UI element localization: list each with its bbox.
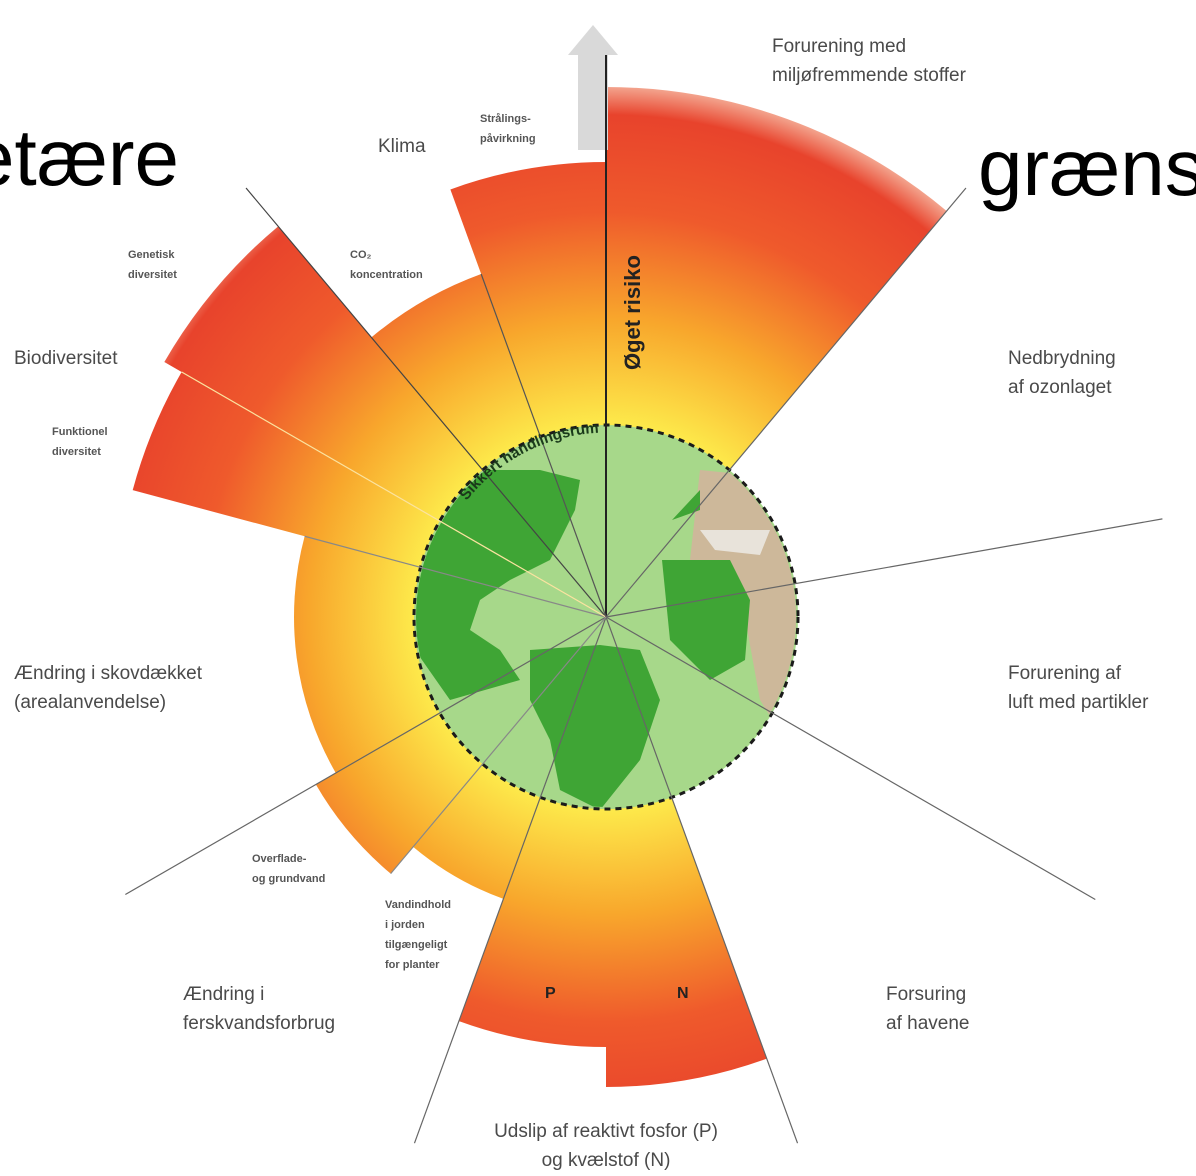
sub-label: påvirkning: [480, 133, 536, 145]
spoke: [304, 535, 607, 618]
sub-label: diversitet: [52, 446, 101, 458]
sub-label: Funktionel: [52, 426, 108, 438]
sub-label: CO₂: [350, 249, 372, 261]
boundary-label: Klima: [378, 136, 426, 157]
spoke: [181, 371, 607, 618]
boundary-label: og kvælstof (N): [542, 1150, 671, 1171]
sub-label: Overflade-: [252, 853, 307, 865]
boundary-label: Ændring i skovdækket: [14, 663, 203, 684]
sub-label: for planter: [385, 959, 440, 971]
boundary-label: luft med partikler: [1008, 692, 1149, 713]
boundary-label: Forurening af: [1008, 663, 1122, 684]
title-left-fragment: etære: [0, 113, 179, 202]
spokes: [125, 55, 1163, 1144]
boundary-label: Forsuring: [886, 984, 966, 1005]
labels: Forurening med miljøfremmende stoffer Nedb…: [14, 36, 1149, 1171]
boundary-label: miljøfremmende stoffer: [772, 65, 967, 86]
boundary-label: ferskvandsforbrug: [183, 1013, 335, 1034]
spoke: [480, 273, 607, 618]
sub-label: N: [677, 985, 689, 1002]
sub-label: tilgængeligt: [385, 939, 448, 951]
sub-label: Vandindhold: [385, 899, 451, 911]
boundary-label: Nedbrydning: [1008, 348, 1116, 369]
boundary-label: Ændring i: [183, 984, 264, 1005]
boundary-label: af havene: [886, 1013, 969, 1034]
risk-label: Øget risiko: [620, 255, 645, 370]
boundary-label: af ozonlaget: [1008, 377, 1112, 398]
spoke: [390, 616, 607, 875]
spoke: [605, 616, 1096, 901]
boundary-label: Biodiversitet: [14, 348, 118, 369]
spoke: [605, 616, 799, 1144]
sub-label: Strålings-: [480, 113, 531, 125]
boundary-label: Forurening med: [772, 36, 906, 57]
sub-label: diversitet: [128, 269, 177, 281]
title-right-fragment: græns: [978, 123, 1196, 212]
spoke: [413, 616, 607, 1144]
spoke: [125, 616, 607, 896]
spoke: [605, 518, 1163, 618]
sub-label: koncentration: [350, 269, 423, 281]
boundary-label: Udslip af reaktivt fosfor (P): [494, 1121, 718, 1142]
sub-label: Genetisk: [128, 249, 175, 261]
spoke: [605, 187, 967, 618]
sub-label: P: [545, 985, 556, 1002]
sub-label: i jorden: [385, 919, 425, 931]
boundary-label: (arealanvendelse): [14, 692, 166, 713]
sub-label: og grundvand: [252, 873, 325, 885]
spoke: [245, 187, 607, 618]
